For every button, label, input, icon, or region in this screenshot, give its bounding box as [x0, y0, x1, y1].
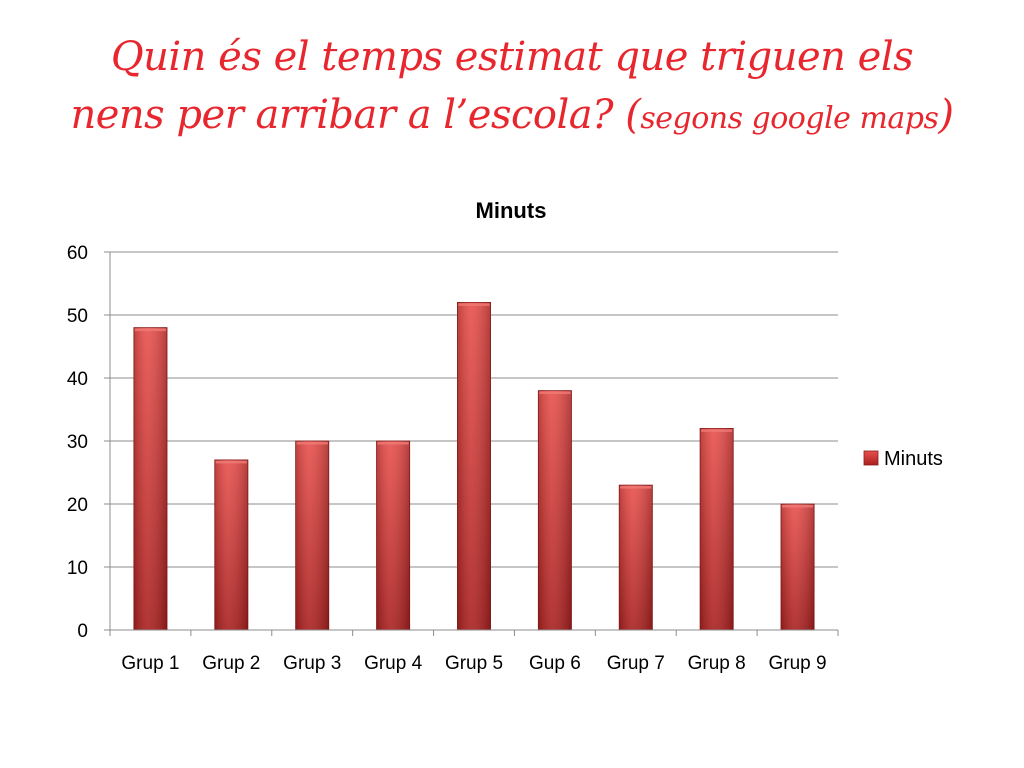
chart-title: Minuts — [476, 198, 547, 223]
bar-top-bevel — [215, 460, 247, 464]
y-tick-label: 0 — [77, 621, 88, 642]
bar-top-bevel — [539, 391, 571, 395]
x-tick-label: Grup 1 — [121, 653, 179, 674]
bar-top-bevel — [296, 442, 328, 445]
y-tick-label: 40 — [67, 369, 88, 390]
y-tick-label: 60 — [67, 243, 88, 264]
bars — [133, 302, 815, 631]
bar — [537, 390, 572, 631]
bar-top-bevel — [701, 429, 733, 432]
x-tick-label: Grup 3 — [283, 653, 341, 674]
bar — [295, 440, 330, 631]
y-tick-label: 10 — [67, 558, 88, 579]
bar-top-bevel — [377, 442, 409, 445]
x-tick-label: Grup 5 — [445, 653, 503, 674]
bar — [214, 459, 249, 631]
bar-shading — [376, 441, 410, 630]
bar-top-bevel — [134, 328, 167, 332]
bar-shading — [538, 390, 572, 630]
slide-title: Quin és el temps estimat que triguen els… — [60, 28, 964, 148]
bar-shading — [619, 485, 653, 630]
y-tick-label: 30 — [67, 432, 88, 453]
slide-title-main: Quin és el temps estimat que triguen els… — [70, 34, 914, 138]
bar — [780, 503, 815, 631]
slide-title-source: segons google maps — [640, 101, 939, 136]
bar-shading — [457, 302, 491, 630]
x-tick-label: Gup 6 — [529, 653, 581, 674]
bar-shading — [780, 504, 815, 630]
x-tick-label: Grup 7 — [607, 653, 665, 674]
bar — [457, 302, 491, 631]
x-tick-label: Grup 9 — [769, 653, 827, 674]
legend: Minuts — [863, 448, 943, 470]
y-tick-label: 20 — [67, 495, 88, 516]
bar-top-bevel — [620, 486, 652, 489]
bar — [376, 440, 411, 631]
bar-top-bevel — [781, 505, 814, 508]
legend-label: Minuts — [884, 448, 943, 470]
bar — [133, 327, 168, 631]
bar-chart: Minuts 0 10 20 30 40 50 60 Grup 1 Grup 2 Grup 3 Gr… — [67, 198, 943, 674]
bar-shading — [133, 327, 168, 630]
bar — [699, 427, 734, 631]
slide-title-close: ) — [938, 92, 954, 138]
x-tick-label: Grup 4 — [364, 653, 423, 674]
y-tick-label: 50 — [67, 306, 88, 327]
bar — [618, 484, 653, 631]
bar-top-bevel — [458, 303, 490, 306]
x-tick-label: Grup 2 — [202, 653, 260, 674]
bar-shading — [295, 441, 329, 630]
x-tick-label: Grup 8 — [688, 653, 746, 674]
bar-shading — [214, 459, 248, 630]
legend-swatch — [863, 450, 879, 466]
bar-shading — [700, 428, 734, 630]
axes: 0 10 20 30 40 50 60 Grup 1 Grup 2 Grup 3 Grup 4 Gru… — [67, 243, 839, 674]
